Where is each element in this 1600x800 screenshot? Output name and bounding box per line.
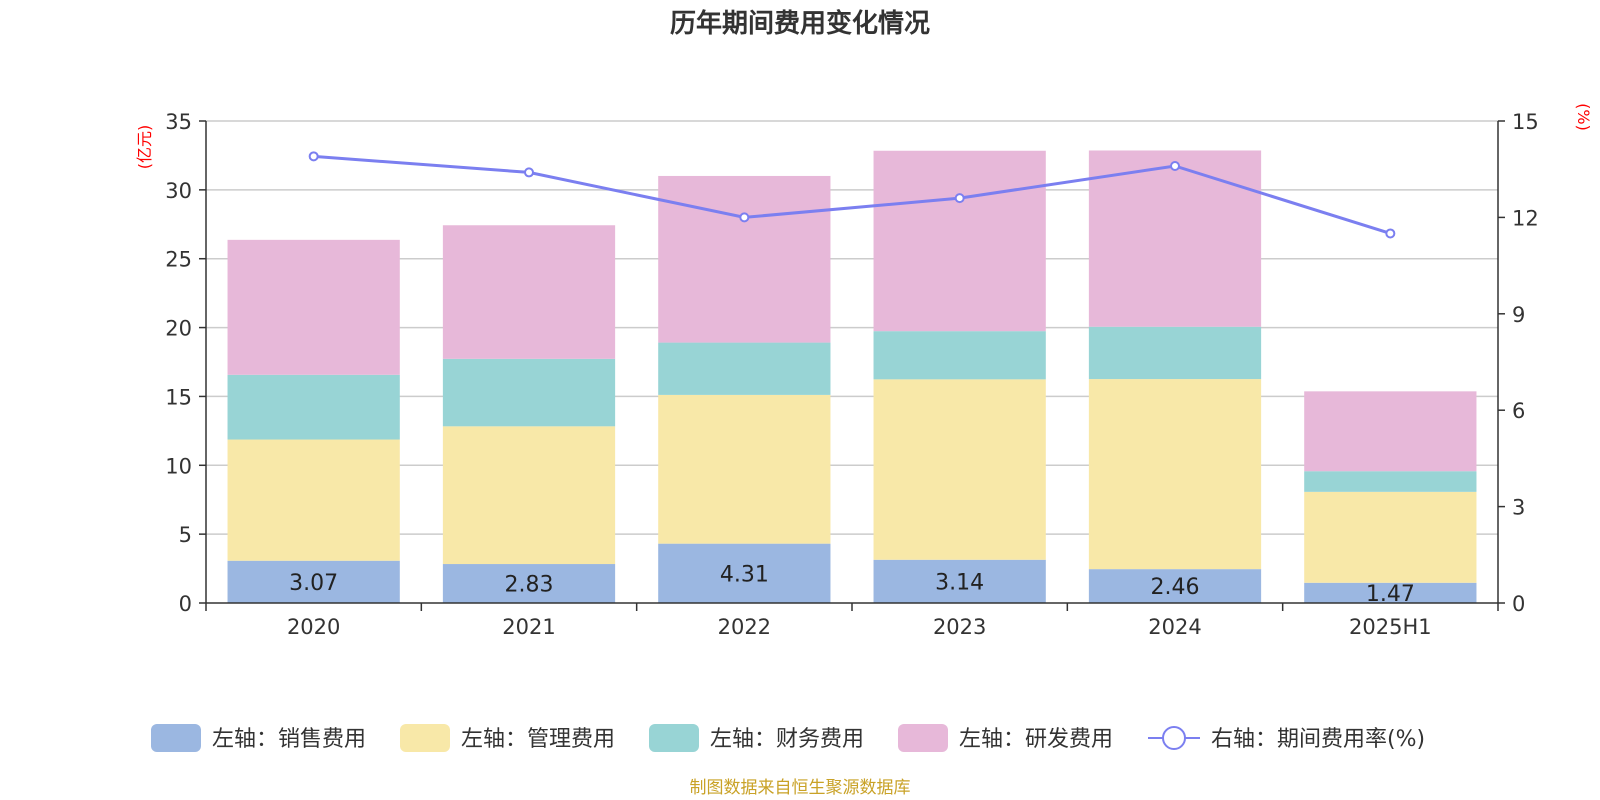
x-tick-label: 2020 bbox=[287, 615, 340, 639]
left-tick-label: 0 bbox=[179, 592, 192, 616]
bar-sales-2023 bbox=[873, 559, 1046, 603]
rate-point-2025H1 bbox=[1385, 228, 1396, 239]
legend-label-finance: 左轴：财务费用 bbox=[710, 727, 864, 752]
right-tick-label: 15 bbox=[1512, 110, 1539, 134]
data-label-sales: 1.47 bbox=[1366, 582, 1415, 607]
bar-sales-2024 bbox=[1088, 569, 1262, 603]
bar-finance-2020 bbox=[227, 374, 400, 440]
bars bbox=[227, 150, 1477, 603]
x-tick-label: 2021 bbox=[502, 615, 555, 639]
right-tick-label: 6 bbox=[1512, 399, 1525, 423]
bar-sales-2025H1 bbox=[1304, 582, 1477, 603]
bar-admin-2022 bbox=[658, 394, 831, 544]
x-tick-label: 2024 bbox=[1148, 615, 1201, 639]
legend-label-rate: 右轴：期间费用率(%) bbox=[1211, 727, 1425, 752]
x-tick-label: 2025H1 bbox=[1349, 615, 1432, 639]
rate-point-2023 bbox=[954, 193, 965, 204]
data-label-sales: 2.46 bbox=[1151, 575, 1200, 600]
bar-rd-2021 bbox=[442, 225, 616, 359]
legend-swatch-finance bbox=[649, 724, 699, 752]
bar-rd-2025H1 bbox=[1304, 391, 1477, 472]
left-tick-label: 10 bbox=[165, 454, 192, 478]
bar-sales-2021 bbox=[442, 564, 616, 603]
x-tick-label: 2023 bbox=[933, 615, 986, 639]
bar-admin-2021 bbox=[442, 426, 616, 565]
right-tick-label: 9 bbox=[1512, 303, 1525, 327]
bar-rd-2023 bbox=[873, 150, 1046, 332]
bar-sales-2022 bbox=[658, 543, 831, 603]
bar-admin-2023 bbox=[873, 379, 1046, 560]
left-tick-label: 5 bbox=[179, 523, 192, 547]
legend-label-admin: 左轴：管理费用 bbox=[461, 727, 615, 752]
rate-point-2020 bbox=[308, 151, 319, 162]
bar-finance-2022 bbox=[658, 342, 831, 395]
right-axis-unit: (%) bbox=[1574, 103, 1593, 131]
data-label-sales: 4.31 bbox=[720, 562, 769, 587]
data-label-sales: 3.14 bbox=[935, 570, 984, 595]
bar-sales-2020 bbox=[227, 560, 400, 603]
bar-admin-2025H1 bbox=[1304, 491, 1477, 583]
rate-line-series bbox=[308, 151, 1396, 239]
legend: 左轴：销售费用 左轴：管理费用 左轴：财务费用 左轴：研发费用 右轴：期间费用率(%) bbox=[151, 724, 1425, 752]
left-tick-label: 20 bbox=[165, 317, 192, 341]
chart-title: 历年期间费用变化情况 bbox=[670, 8, 930, 39]
left-tick-label: 25 bbox=[165, 248, 192, 272]
rate-point-2024 bbox=[1170, 160, 1180, 171]
right-tick-label: 0 bbox=[1512, 592, 1525, 616]
axes: 0 5 10 15 20 25 30 35 0 3 6 9 12 15 2020 2021 2022 2023 20… bbox=[165, 110, 1538, 639]
data-label-sales: 3.07 bbox=[289, 571, 338, 596]
data-labels: 3.07 2.83 4.31 3.14 2.46 1.47 bbox=[289, 562, 1415, 607]
legend-label-rd: 左轴：研发费用 bbox=[959, 727, 1113, 752]
bar-finance-2024 bbox=[1088, 326, 1262, 380]
right-tick-label: 12 bbox=[1512, 206, 1539, 230]
bar-admin-2020 bbox=[227, 439, 400, 561]
left-tick-label: 30 bbox=[165, 179, 192, 203]
grid-lines bbox=[206, 120, 1498, 535]
bar-finance-2025H1 bbox=[1304, 471, 1477, 492]
bar-finance-2023 bbox=[873, 331, 1046, 380]
bar-admin-2024 bbox=[1088, 379, 1262, 570]
x-tick-label: 2022 bbox=[718, 615, 771, 639]
rate-point-2021 bbox=[524, 167, 534, 178]
legend-swatch-admin bbox=[400, 724, 450, 752]
source-note: 制图数据来自恒生聚源数据库 bbox=[690, 778, 911, 798]
bar-rd-2022 bbox=[658, 175, 831, 343]
legend-swatch-sales bbox=[151, 724, 201, 752]
rate-line bbox=[313, 154, 1391, 235]
legend-swatch-rate-marker bbox=[1162, 726, 1186, 750]
rate-point-2022 bbox=[739, 212, 750, 223]
bar-rd-2024 bbox=[1088, 150, 1262, 327]
legend-swatch-rd bbox=[898, 724, 948, 752]
bar-rd-2020 bbox=[227, 239, 400, 375]
data-label-sales: 2.83 bbox=[505, 573, 554, 598]
legend-label-sales: 左轴：销售费用 bbox=[212, 727, 366, 752]
left-axis-unit: (亿元) bbox=[135, 125, 154, 170]
bar-finance-2021 bbox=[442, 358, 616, 427]
right-tick-label: 3 bbox=[1512, 496, 1525, 520]
left-tick-label: 15 bbox=[165, 385, 192, 409]
left-tick-label: 35 bbox=[165, 110, 192, 134]
